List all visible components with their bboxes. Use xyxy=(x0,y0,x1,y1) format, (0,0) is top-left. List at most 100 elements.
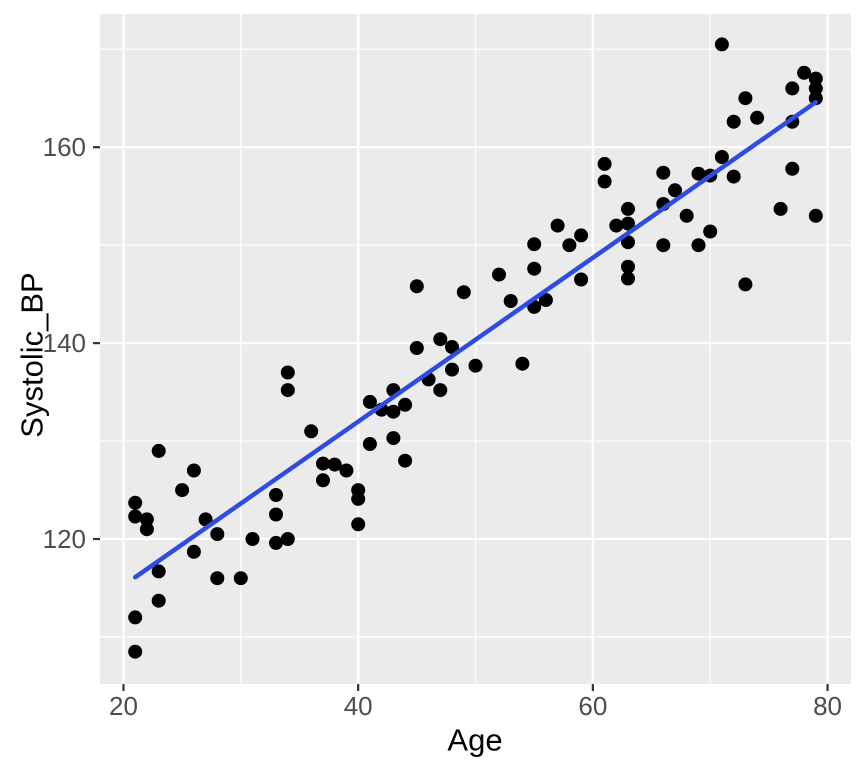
data-point xyxy=(433,332,448,347)
data-point xyxy=(327,457,342,472)
data-point xyxy=(269,488,283,502)
data-point xyxy=(550,218,565,233)
data-point xyxy=(128,644,143,659)
y-tick-label: 140 xyxy=(43,328,86,358)
data-point xyxy=(128,509,143,524)
data-point xyxy=(398,397,413,412)
x-tick-label: 40 xyxy=(344,691,373,721)
data-point xyxy=(656,165,671,180)
data-point xyxy=(691,238,706,253)
data-point xyxy=(726,169,741,184)
data-point xyxy=(151,443,166,458)
data-point xyxy=(738,91,753,106)
data-point xyxy=(785,81,800,96)
data-point xyxy=(621,216,635,231)
y-axis-title: Systolic_BP xyxy=(15,272,50,437)
x-axis-title: Age xyxy=(447,723,502,758)
data-point xyxy=(316,473,330,488)
major-gridlines xyxy=(100,14,851,684)
data-point xyxy=(773,201,788,216)
regression-line xyxy=(132,99,819,580)
data-point xyxy=(445,362,459,377)
data-point xyxy=(621,235,635,250)
axis-tick-marks xyxy=(93,146,829,691)
data-point xyxy=(808,208,823,223)
data-point xyxy=(574,272,589,287)
data-point xyxy=(797,65,812,80)
data-point xyxy=(597,174,612,189)
data-point xyxy=(433,383,448,398)
data-point xyxy=(139,512,154,527)
data-point xyxy=(574,228,589,243)
data-point xyxy=(492,267,506,282)
data-point xyxy=(409,341,424,355)
data-point xyxy=(738,277,753,292)
data-point xyxy=(808,81,823,96)
data-point xyxy=(304,424,319,439)
data-point xyxy=(703,224,718,239)
data-point xyxy=(175,483,190,498)
data-point xyxy=(808,71,823,86)
data-point xyxy=(562,238,577,253)
data-point xyxy=(409,279,424,294)
y-tick-labels: 120 140 160 xyxy=(43,132,86,554)
x-tick-label: 20 xyxy=(109,691,138,721)
x-tick-label: 60 xyxy=(578,691,607,721)
x-tick-label: 80 xyxy=(813,691,842,721)
data-point xyxy=(351,517,366,532)
data-point xyxy=(151,564,166,579)
data-point xyxy=(621,259,635,274)
data-point xyxy=(538,293,553,307)
data-point xyxy=(668,183,682,198)
data-point xyxy=(233,571,248,586)
data-point xyxy=(597,156,612,171)
data-point xyxy=(339,463,354,478)
data-point xyxy=(151,593,166,608)
data-point xyxy=(527,261,542,276)
data-point xyxy=(503,294,518,308)
data-point xyxy=(128,610,143,625)
data-point xyxy=(527,237,542,252)
data-point xyxy=(656,238,671,253)
data-point xyxy=(714,37,729,52)
data-point xyxy=(808,91,823,106)
data-point xyxy=(785,161,800,176)
data-point xyxy=(691,166,706,181)
data-point xyxy=(280,532,295,546)
data-point xyxy=(750,110,765,125)
data-point xyxy=(269,507,283,522)
data-point xyxy=(679,208,694,223)
data-point xyxy=(609,218,624,233)
data-point xyxy=(280,365,295,380)
data-point xyxy=(269,535,283,550)
data-point xyxy=(456,285,471,300)
data-point xyxy=(210,571,225,586)
data-point xyxy=(245,532,260,546)
data-point xyxy=(280,383,295,398)
data-point xyxy=(714,150,729,164)
x-tick-labels: 20 40 60 80 xyxy=(109,691,842,721)
data-point xyxy=(398,453,413,468)
data-point xyxy=(468,358,483,373)
data-point xyxy=(445,340,459,354)
data-point xyxy=(362,437,377,451)
data-point xyxy=(198,512,213,527)
data-point xyxy=(351,491,366,506)
data-point xyxy=(186,463,201,478)
y-tick-label: 160 xyxy=(43,132,86,162)
data-point xyxy=(362,394,377,409)
data-point xyxy=(316,456,330,471)
data-point xyxy=(386,404,401,419)
data-point xyxy=(621,201,635,216)
data-point xyxy=(621,271,635,286)
data-point xyxy=(210,527,225,542)
data-point xyxy=(139,522,154,537)
data-point xyxy=(515,356,530,371)
data-point xyxy=(726,114,741,129)
data-point xyxy=(386,431,401,446)
data-point xyxy=(128,495,143,510)
data-point xyxy=(186,544,201,559)
y-tick-label: 120 xyxy=(43,524,86,554)
